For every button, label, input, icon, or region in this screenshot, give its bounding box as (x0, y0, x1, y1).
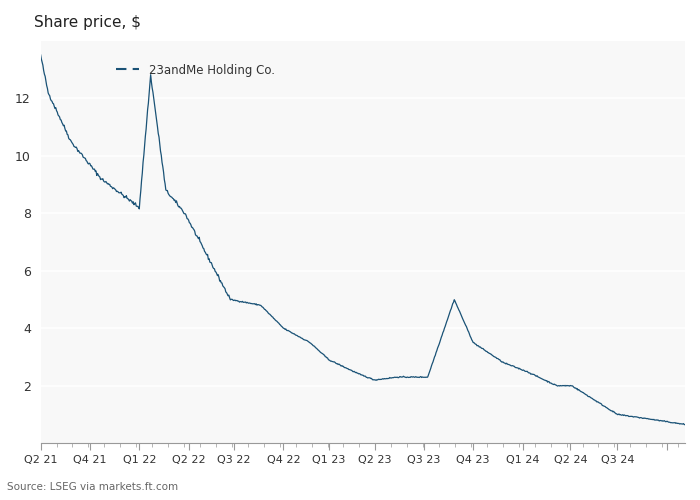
Text: Source: LSEG via markets.ft.com: Source: LSEG via markets.ft.com (7, 482, 178, 492)
Legend: 23andMe Holding Co.: 23andMe Holding Co. (111, 59, 279, 82)
Text: Share price, $: Share price, $ (34, 15, 141, 30)
